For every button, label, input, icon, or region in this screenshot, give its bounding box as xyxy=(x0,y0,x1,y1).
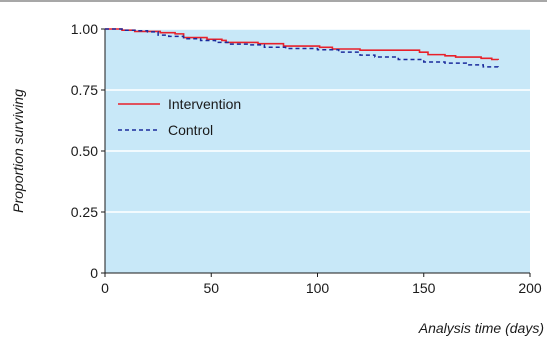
x-tick-label: 100 xyxy=(306,280,330,296)
y-tick-label: 1.00 xyxy=(71,21,98,37)
series-lines xyxy=(105,28,499,69)
gridlines xyxy=(105,28,530,213)
y-tick-label: 0.75 xyxy=(71,82,98,98)
legend-label-intervention: Intervention xyxy=(168,96,241,112)
x-axis-title: Analysis time (days) xyxy=(418,320,544,336)
series-line-intervention xyxy=(105,28,499,61)
x-tick-label: 200 xyxy=(518,280,542,296)
legend-label-control: Control xyxy=(168,122,213,138)
x-tick-label: 150 xyxy=(412,280,436,296)
y-tick-label: 0.50 xyxy=(71,143,98,159)
x-tick-label: 0 xyxy=(101,280,109,296)
legend: Intervention Control xyxy=(118,96,241,138)
y-tick-label: 0 xyxy=(90,265,98,281)
y-tick-label: 0.25 xyxy=(71,204,98,220)
x-tick-label: 50 xyxy=(203,280,219,296)
axes: 0 0.25 0.50 0.75 1.00 0 50 100 150 200 xyxy=(71,21,542,296)
y-axis-title: Proportion surviving xyxy=(10,89,26,213)
series-line-control xyxy=(105,28,499,69)
